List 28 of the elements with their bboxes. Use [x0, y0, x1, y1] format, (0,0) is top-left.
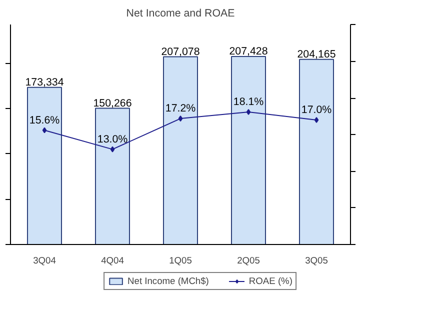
data-label: 13.0% — [97, 133, 128, 146]
data-label: 204,165 — [297, 48, 336, 60]
data-label: 18.1% — [233, 96, 264, 108]
bar — [163, 56, 198, 244]
x-tick-label: 3Q05 — [305, 256, 328, 266]
data-label: 173,334 — [25, 76, 64, 88]
chart-title: Net Income and ROAE — [126, 8, 235, 20]
point — [314, 117, 319, 124]
x-tick-label: 1Q05 — [169, 256, 192, 266]
point — [178, 116, 183, 122]
bar — [299, 58, 334, 244]
bar — [231, 56, 266, 244]
data-label: 207,428 — [229, 45, 268, 58]
data-label: 17.0% — [301, 104, 332, 116]
x-tick-label: 4Q04 — [101, 256, 124, 266]
point — [42, 127, 47, 134]
legend-label: ROAE (%) — [248, 276, 292, 286]
legend-label: Net Income (MCh$) — [128, 276, 209, 286]
bar — [27, 86, 62, 244]
data-label: 17.2% — [165, 102, 196, 115]
point — [110, 146, 115, 152]
x-tick-label: 3Q04 — [33, 256, 56, 266]
x-tick-label: 2Q05 — [237, 256, 260, 266]
data-label: 207,078 — [161, 46, 200, 58]
point — [246, 108, 251, 115]
data-label: 150,266 — [93, 97, 132, 110]
data-label: 15.6% — [29, 114, 60, 126]
bar — [95, 108, 130, 244]
